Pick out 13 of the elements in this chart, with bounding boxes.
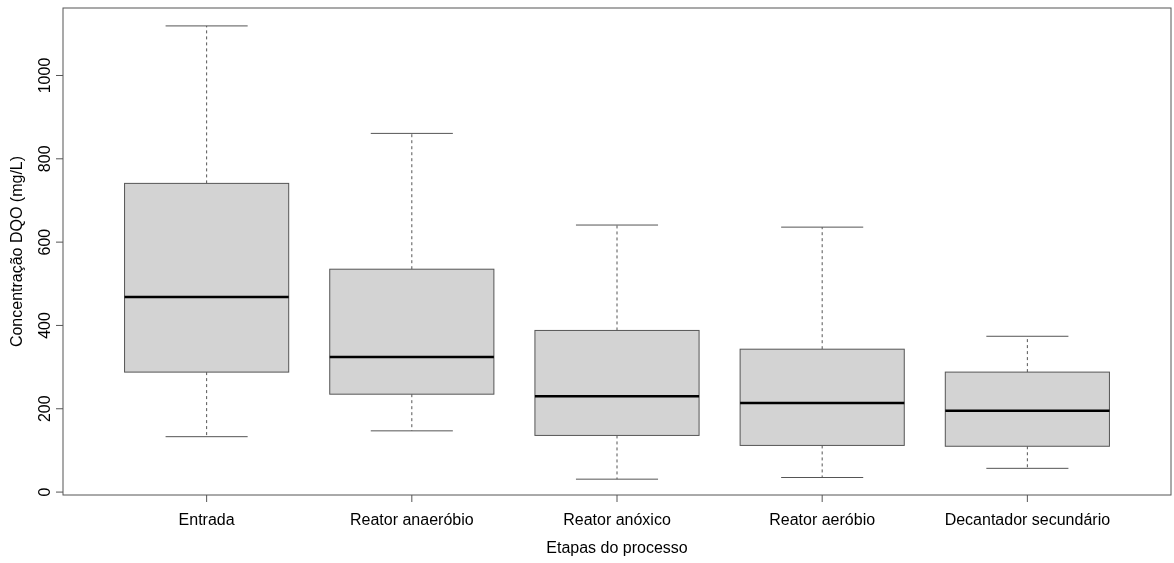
- x-tick-label: Entrada: [178, 511, 235, 528]
- x-tick-label: Reator anaeróbio: [349, 511, 474, 528]
- y-tick-label: 200: [36, 395, 53, 423]
- y-tick-label: 600: [36, 228, 53, 256]
- x-tick-label: Reator anóxico: [563, 511, 671, 528]
- y-tick-label: 400: [36, 312, 53, 339]
- y-axis-title: Concentração DQO (mg/L): [8, 155, 25, 348]
- x-axis-title: Etapas do processo: [546, 539, 688, 556]
- y-tick-label: 0: [36, 487, 53, 497]
- x-tick-label: Decantador secundário: [944, 511, 1111, 528]
- y-tick-label: 1000: [36, 57, 53, 94]
- x-tick-label: Reator aeróbio: [769, 511, 876, 528]
- y-tick-label: 800: [36, 145, 53, 173]
